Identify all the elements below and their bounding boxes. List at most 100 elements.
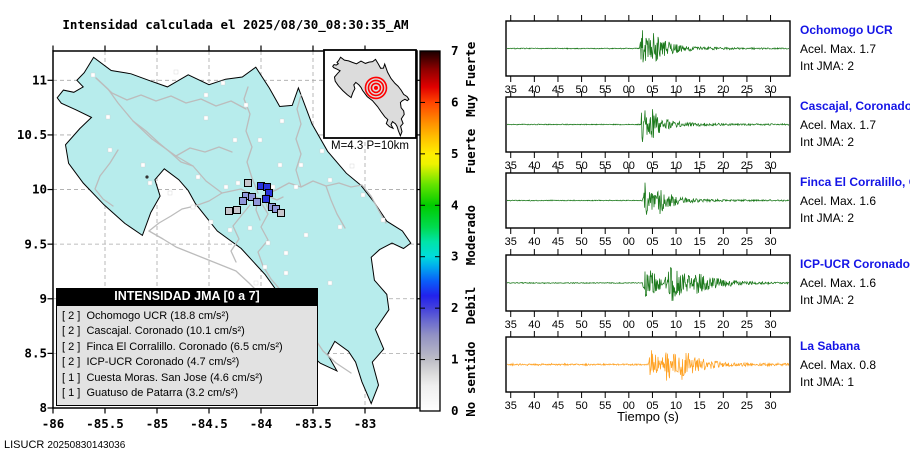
panel-tick-label: 55 [599,319,611,331]
station-dot-zero [283,270,289,276]
panel-tick-label: 50 [575,236,587,248]
station-dot-zero [319,148,325,154]
panel-tick-label: 40 [528,319,540,331]
footer-brand: LISUCR [4,439,45,451]
coastline [56,56,412,405]
inset-locator-map [323,49,417,139]
panel-tick-label: 10 [670,400,682,412]
panel-tick-label: 15 [694,319,706,331]
panel-tick-label: 30 [764,160,776,172]
figure-title: Intensidad calculada el 2025/08/30_08:30… [62,17,409,32]
station-intensity-square [239,197,247,205]
x-tick-label: -84.5 [190,416,228,431]
seismo-panel: 35 40 45 50 55 00 05 10 15 20 25 30 [505,91,791,172]
epicenter-ring [367,79,385,97]
intensity-square-markers [225,179,285,217]
colorbar-number: 5 [451,146,459,161]
panel-frame [505,172,791,229]
y-tick-label: 10.5 [17,127,47,142]
colorbar-category-label: Muy Fuerte [463,41,478,117]
panel-tick-label: 50 [575,160,587,172]
station-dot-zero [360,192,366,198]
colorbar-category-label: Debil [463,287,478,325]
y-tick-label: 9 [39,291,47,306]
panel-tick-label: 25 [741,160,753,172]
seismo-int-jma: Int JMA: 2 [800,211,855,225]
station-intensity-square [277,209,285,217]
seismo-station-name: ICP-UCR Coronado [800,257,910,271]
intensity-legend: INTENSIDAD JMA [0 a 7] [ 2 ] Ochomogo UC… [56,288,318,407]
map-frame [52,50,418,409]
panel-tick-label: 00 [623,319,635,331]
station-intensity-square [233,206,241,214]
seismo-acel-max: Acel. Max. 1.7 [800,42,877,56]
panel-tick-label: 00 [623,84,635,96]
panel-tick-label: 00 [623,400,635,412]
panel-tick-label: 05 [646,84,658,96]
epicenter-ring [370,82,382,94]
legend-entry: [ 2 ] Finca El Corralillo. Coronado (6.5… [62,340,283,353]
panel-tick-label: 35 [505,400,517,412]
panel-tick-label: 40 [528,400,540,412]
panel-tick-label: 00 [623,236,635,248]
seismogram-panels: 35 40 45 50 55 00 05 10 15 20 25 30 35 40 45 50 55 00 05 10… [505,15,791,412]
station-dot-zero [327,177,333,183]
panel-tick-label: 15 [694,160,706,172]
station-dot-zero [223,184,229,190]
panel-frame [505,96,791,153]
panel-tick-label: 50 [575,84,587,96]
road [261,180,387,224]
station-dot-zero [265,240,271,246]
road [95,77,128,101]
x-tick-label: -83.5 [294,416,332,431]
station-dot-zero [303,232,309,238]
inset-frame [323,49,417,139]
seismo-panel: 35 40 45 50 55 00 05 10 15 20 25 30 [505,167,791,248]
x-tick-label: -86 [42,416,65,431]
station-dot-zero [279,118,285,124]
panel-tick-label: 55 [599,400,611,412]
station-dot-zero [140,162,146,168]
panel-tick-label: 25 [741,236,753,248]
road [243,86,259,194]
colorbar-number: 7 [451,43,459,58]
road [175,146,233,157]
station-dot-zero [195,174,201,180]
station-dot-zero [253,280,259,286]
seismo-panel: 35 40 45 50 55 00 05 10 15 20 25 30 [505,15,791,96]
panel-tick-label: 05 [646,400,658,412]
road [126,94,247,110]
panel-tick-label: 20 [717,319,729,331]
magnitude-depth-label: M=4.3 P=10km [331,140,409,152]
waveform-trace [507,109,789,143]
panel-tick-label: 20 [717,160,729,172]
seismo-panel: 35 40 45 50 55 00 05 10 15 20 25 30 [505,331,791,412]
legend-entry: [ 2 ] Ochomogo UCR (18.8 cm/s²) [62,310,229,322]
seismo-station-name: Cascajal, Coronado [800,99,910,113]
x-tick-label: -85.5 [86,416,124,431]
panel-tick-label: 55 [599,84,611,96]
legend-entry: [ 1 ] Guatuso de Patarra (3.2 cm/s²) [62,387,239,400]
panel-tick-label: 45 [552,160,564,172]
station-dot-zero [235,180,241,186]
station-dot-zero [247,225,253,231]
panel-tick-label: 35 [505,236,517,248]
station-dot-zero [327,280,333,286]
road [94,149,119,207]
panel-tick-label: 35 [505,319,517,331]
legend-entry: [ 2 ] Cascajal. Coronado (10.1 cm/s²) [62,325,245,338]
waveform-trace [507,30,789,63]
station-dot-zero [232,137,238,143]
station-dot-zero [243,102,249,108]
panel-tick-label: 05 [646,236,658,248]
station-dot-zero [380,217,386,223]
y-tick-label: 8 [39,400,47,415]
panel-tick-label: 05 [646,160,658,172]
station-dot-zero [203,115,209,121]
y-tick-label: 8.5 [24,346,47,361]
station-dot-zero [90,72,96,78]
island-dot [145,175,149,179]
seismo-int-jma: Int JMA: 1 [800,375,855,389]
panel-tick-label: 30 [764,236,776,248]
